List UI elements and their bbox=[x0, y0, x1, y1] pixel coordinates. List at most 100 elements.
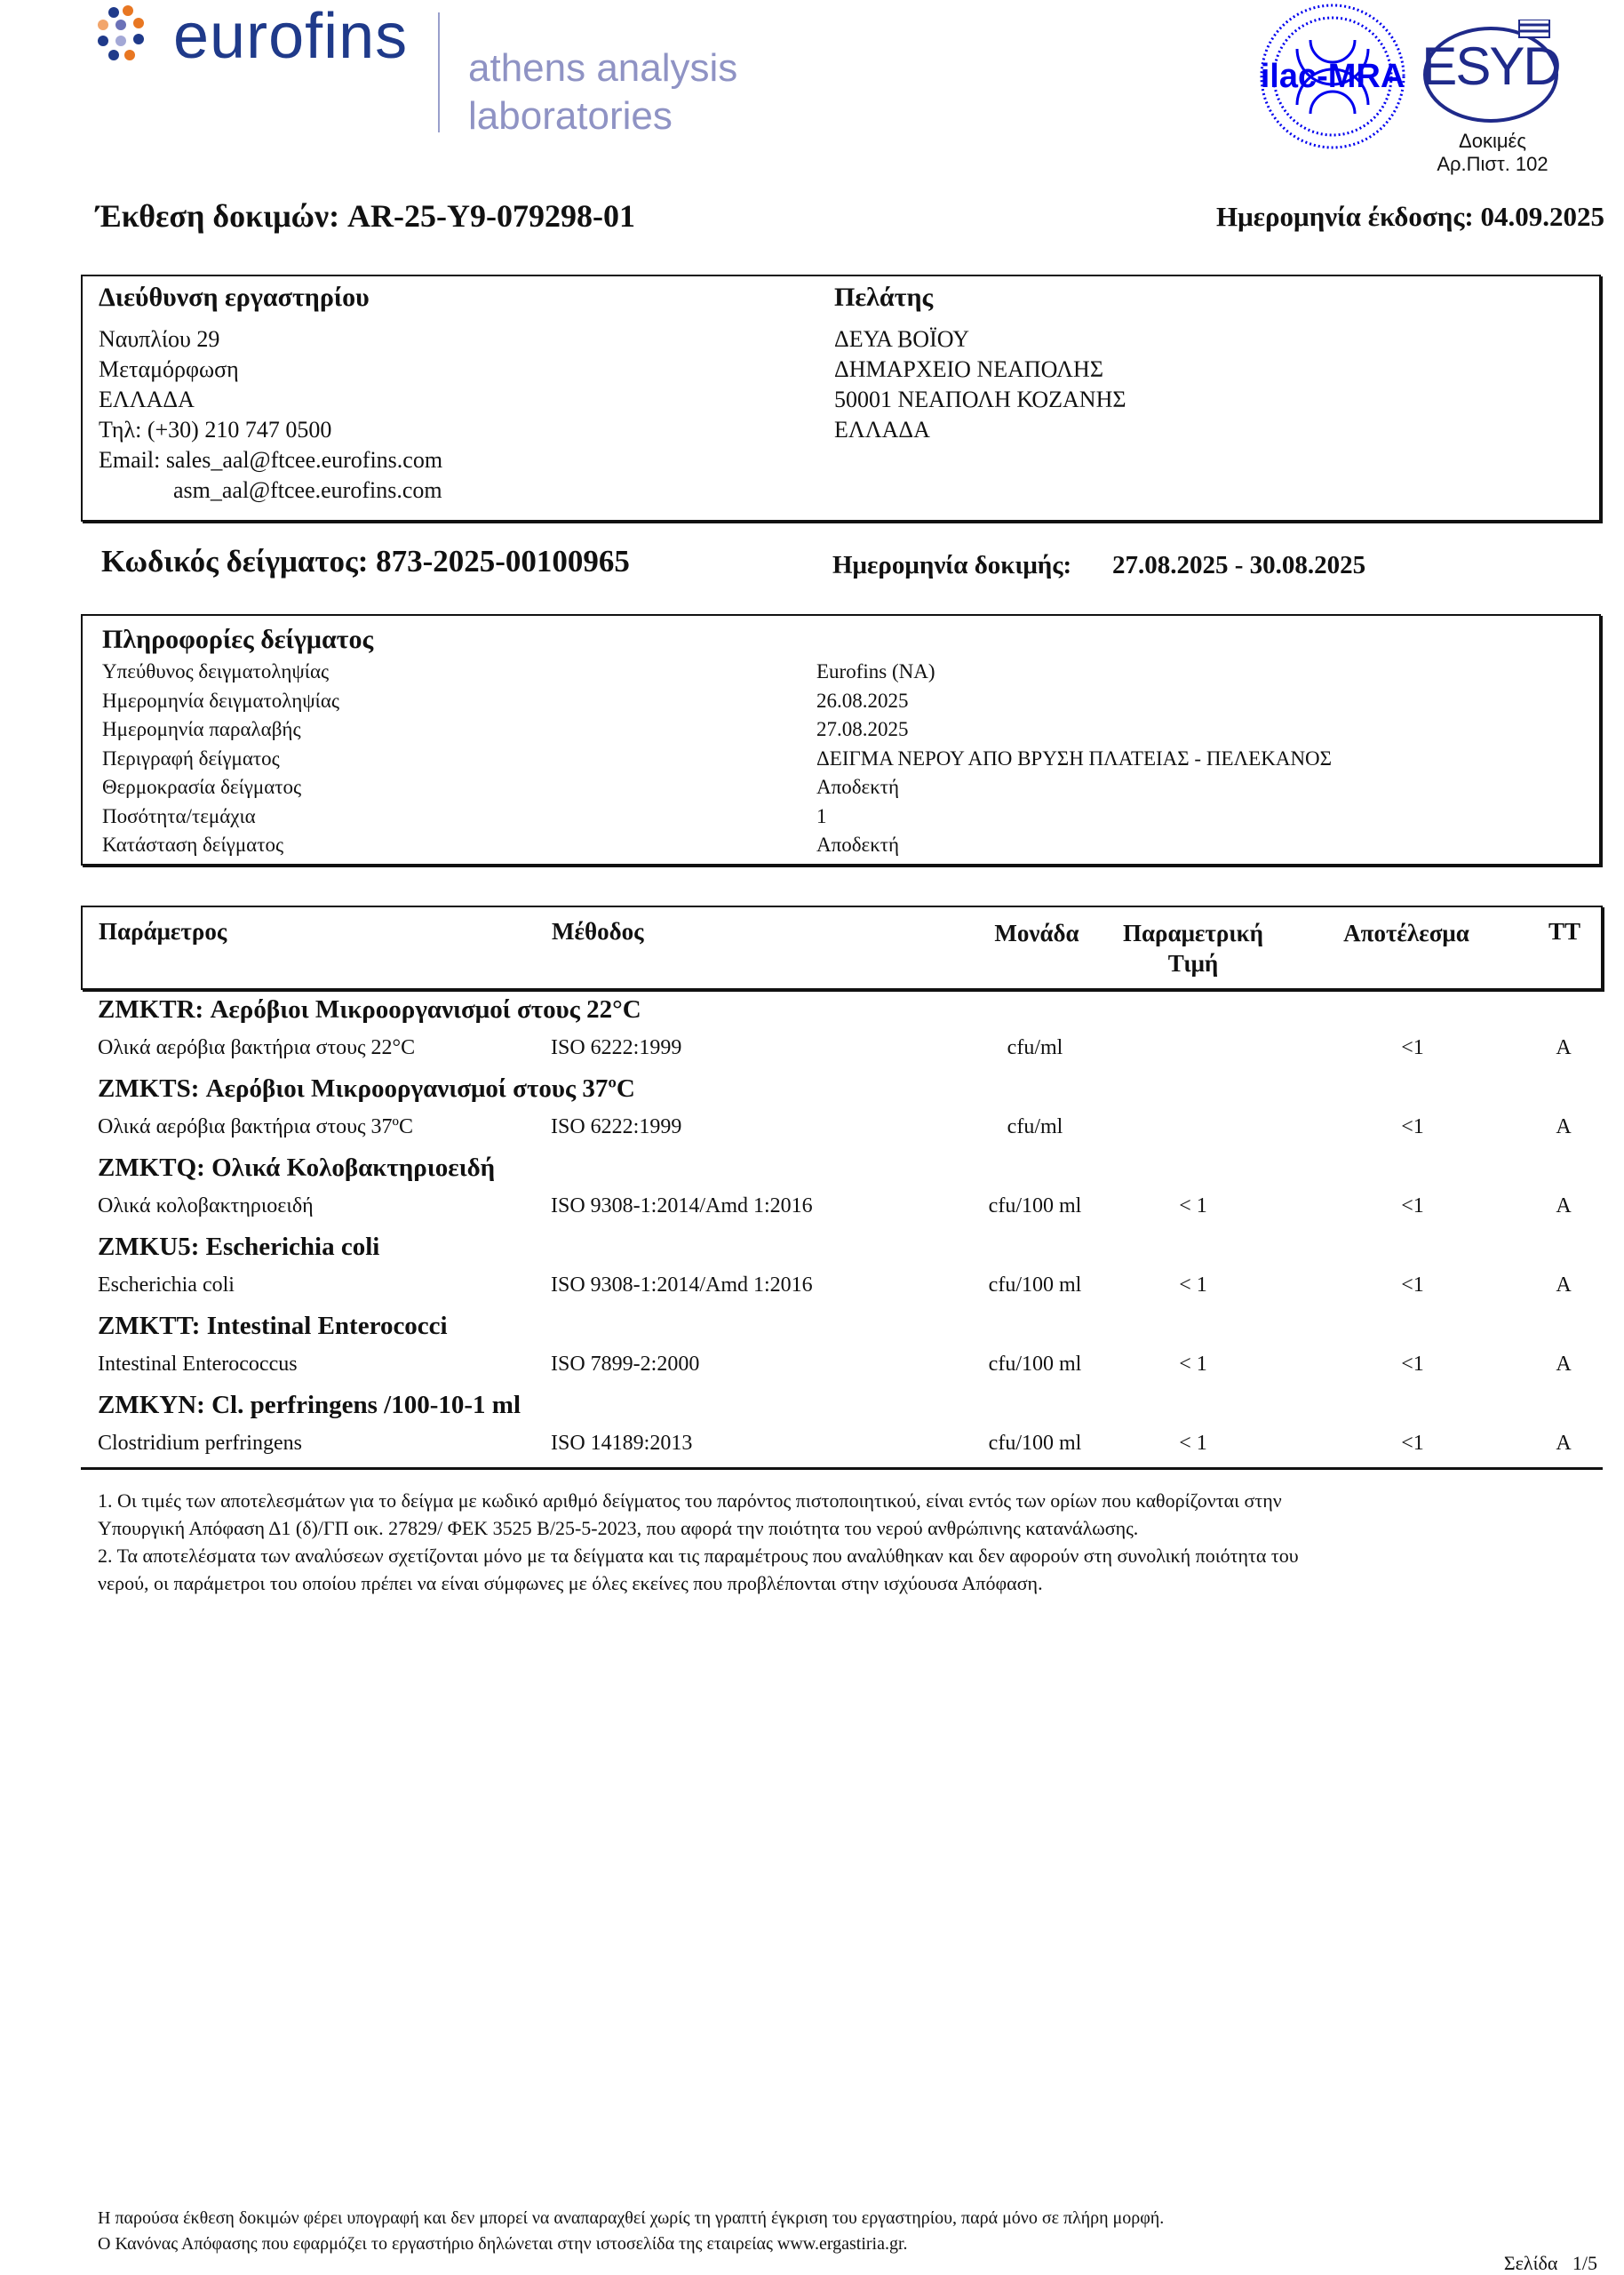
unit: cfu/ml bbox=[1007, 1115, 1063, 1138]
group-title: ZMKTQ: Ολικά Κολοβακτηριοειδή bbox=[98, 1153, 496, 1182]
report-title: Έκθεση δοκιμών: AR-25-Y9-079298-01 bbox=[96, 198, 636, 234]
note-line: Υπουργική Απόφαση Δ1 (δ)/ΓΠ οικ. 27829/ … bbox=[98, 1517, 1139, 1539]
subbrand-line2: laboratories bbox=[468, 94, 673, 138]
result-row: Ολικά αερόβια βακτήρια στους 37ºC ISO 62… bbox=[0, 1115, 1624, 1145]
logo-divider bbox=[438, 12, 440, 132]
sample-info-box: Πληροφορίες δείγματος Υπεύθυνος δειγματο… bbox=[81, 614, 1601, 866]
unit: cfu/100 ml bbox=[988, 1432, 1082, 1455]
col-result: Αποτέλεσμα bbox=[1343, 920, 1469, 946]
accreditation-line1: Δοκιμές bbox=[1459, 130, 1526, 152]
method: ISO 9308-1:2014/Amd 1:2016 bbox=[551, 1194, 813, 1217]
sample-info-heading: Πληροφορίες δείγματος bbox=[102, 625, 374, 654]
sample-code: Κωδικός δείγματος: 873-2025-00100965 bbox=[101, 544, 630, 579]
parametric-value: < 1 bbox=[1179, 1273, 1207, 1297]
note-line: νερού, οι παράμετροι του οποίου πρέπει ν… bbox=[98, 1572, 1043, 1594]
brand-name: eurofins bbox=[173, 1, 409, 72]
esyd-logo-text: ESYD bbox=[1421, 36, 1561, 96]
info-label: Ημερομηνία δειγματοληψίας bbox=[102, 689, 340, 712]
group-title: ZMKTR: Αερόβιοι Μικροοργανισμοί στους 22… bbox=[98, 995, 641, 1024]
parametric-value: < 1 bbox=[1179, 1432, 1207, 1455]
subbrand-line1: athens analysis bbox=[468, 46, 738, 90]
unit: cfu/100 ml bbox=[988, 1273, 1082, 1297]
info-label: Κατάσταση δείγματος bbox=[102, 834, 284, 856]
client-line: 50001 ΝΕΑΠΟΛΗ ΚΟΖΑΝΗΣ bbox=[834, 387, 1126, 412]
esyd-logo-icon bbox=[1423, 20, 1558, 123]
footer-line1: Η παρούσα έκθεση δοκιμών φέρει υπογραφή … bbox=[98, 2208, 1165, 2228]
table-bottom-rule bbox=[81, 1467, 1603, 1470]
col-method: Μέθοδος bbox=[552, 918, 644, 945]
client-line: ΔΕΥΑ ΒΟΪΟΥ bbox=[834, 326, 969, 352]
result-value: <1 bbox=[1401, 1194, 1424, 1217]
info-value: Αποδεκτή bbox=[816, 776, 900, 798]
info-value: 27.08.2025 bbox=[816, 718, 909, 740]
address-box: Διεύθυνση εργαστηρίου Ναυπλίου 29 Μεταμό… bbox=[81, 275, 1601, 522]
result-value: <1 bbox=[1401, 1115, 1424, 1138]
result-value: <1 bbox=[1401, 1353, 1424, 1376]
info-value: Eurofins (NA) bbox=[816, 660, 935, 682]
method: ISO 6222:1999 bbox=[551, 1115, 682, 1138]
eurofins-logo-icon bbox=[98, 5, 144, 60]
col-param: Παράμετρος bbox=[99, 918, 227, 945]
ilac-logo-text: ilac-MRA bbox=[1261, 58, 1405, 95]
results-table-header: Παράμετρος Μέθοδος Μονάδα Παραμετρική Τι… bbox=[81, 906, 1603, 990]
footer-line2: Ο Κανόνας Απόφασης που εφαρμόζει το εργα… bbox=[98, 2234, 908, 2254]
info-value: 26.08.2025 bbox=[816, 689, 909, 712]
unit: cfu/ml bbox=[1007, 1036, 1063, 1059]
info-label: Ποσότητα/τεμάχια bbox=[102, 804, 256, 827]
group-title: ZMKTS: Αερόβιοι Μικροοργανισμοί στους 37… bbox=[98, 1074, 635, 1103]
info-value: Αποδεκτή bbox=[816, 834, 900, 856]
info-label: Υπεύθυνος δειγματοληψίας bbox=[102, 660, 330, 682]
method: ISO 7899-2:2000 bbox=[551, 1353, 700, 1376]
result-value: <1 bbox=[1401, 1432, 1424, 1455]
info-value: 1 bbox=[816, 804, 827, 827]
param-name: Clostridium perfringens bbox=[98, 1432, 302, 1455]
param-name: Ολικά κολοβακτηριοειδή bbox=[98, 1194, 314, 1217]
lab-line: Μεταμόρφωση bbox=[99, 356, 239, 382]
page-number: Σελίδα 1/5 bbox=[1503, 2252, 1597, 2274]
lab-line: ΕΛΛΑΔΑ bbox=[99, 387, 195, 412]
test-date: 27.08.2025 - 30.08.2025 bbox=[1112, 551, 1366, 579]
result-row: Ολικά αερόβια βακτήρια στους 22°C ISO 62… bbox=[0, 1036, 1624, 1066]
accreditation-line2: Αρ.Πιστ. 102 bbox=[1437, 153, 1548, 175]
tt-value: A bbox=[1556, 1273, 1572, 1297]
parametric-value: < 1 bbox=[1179, 1194, 1207, 1217]
result-row: Escherichia coli ISO 9308-1:2014/Amd 1:2… bbox=[0, 1273, 1624, 1304]
test-date-label: Ημερομηνία δοκιμής: bbox=[832, 551, 1072, 579]
result-row: Clostridium perfringens ISO 14189:2013 c… bbox=[0, 1432, 1624, 1462]
group-title: ZMKYN: Cl. perfringens /100-10-1 ml bbox=[98, 1391, 521, 1419]
col-limit: Παραμετρική bbox=[1122, 920, 1264, 946]
lab-line: Ναυπλίου 29 bbox=[99, 326, 220, 352]
tt-value: A bbox=[1556, 1432, 1572, 1455]
param-name: Ολικά αερόβια βακτήρια στους 22°C bbox=[98, 1036, 416, 1059]
result-value: <1 bbox=[1401, 1036, 1424, 1059]
info-label: Περιγραφή δείγματος bbox=[102, 746, 280, 770]
group-title: ZMKTT: Intestinal Enterococci bbox=[98, 1312, 448, 1340]
tt-value: A bbox=[1556, 1194, 1572, 1217]
info-value: ΔΕΙΓΜΑ ΝΕΡΟΥ ΑΠΟ ΒΡΥΣΗ ΠΛΑΤΕΙΑΣ - ΠΕΛΕΚΑ… bbox=[816, 746, 1333, 770]
info-label: Ημερομηνία παραλαβής bbox=[102, 718, 301, 740]
lab-email-2: asm_aal@ftcee.eurofins.com bbox=[173, 477, 442, 503]
ilac-mra-logo-icon: ilac-MRA bbox=[1260, 4, 1405, 149]
client-line: ΕΛΛΑΔΑ bbox=[834, 417, 930, 443]
group-title: ZMKU5: Escherichia coli bbox=[98, 1233, 380, 1261]
col-limit-2: Τιμή bbox=[1167, 950, 1219, 977]
lab-phone: Τηλ: (+30) 210 747 0500 bbox=[99, 417, 332, 443]
col-unit: Μονάδα bbox=[994, 920, 1079, 946]
param-name: Intestinal Enterococcus bbox=[98, 1353, 298, 1376]
result-value: <1 bbox=[1401, 1273, 1424, 1297]
client-heading: Πελάτης bbox=[834, 283, 934, 312]
param-name: Ολικά αερόβια βακτήρια στους 37ºC bbox=[98, 1115, 413, 1138]
note-line: 2. Τα αποτελέσματα των αναλύσεων σχετίζο… bbox=[98, 1545, 1299, 1567]
method: ISO 6222:1999 bbox=[551, 1036, 682, 1059]
lab-heading: Διεύθυνση εργαστηρίου bbox=[99, 283, 370, 312]
result-row: Intestinal Enterococcus ISO 7899-2:2000 … bbox=[0, 1353, 1624, 1383]
unit: cfu/100 ml bbox=[988, 1194, 1082, 1217]
method: ISO 9308-1:2014/Amd 1:2016 bbox=[551, 1273, 813, 1297]
parametric-value: < 1 bbox=[1179, 1353, 1207, 1376]
note-line: 1. Οι τιμές των αποτελεσμάτων για το δεί… bbox=[98, 1489, 1282, 1512]
unit: cfu/100 ml bbox=[988, 1353, 1082, 1376]
result-row: Ολικά κολοβακτηριοειδή ISO 9308-1:2014/A… bbox=[0, 1194, 1624, 1225]
col-tt: ΤΤ bbox=[1548, 918, 1581, 945]
info-label: Θερμοκρασία δείγματος bbox=[102, 776, 302, 798]
method: ISO 14189:2013 bbox=[551, 1432, 693, 1455]
